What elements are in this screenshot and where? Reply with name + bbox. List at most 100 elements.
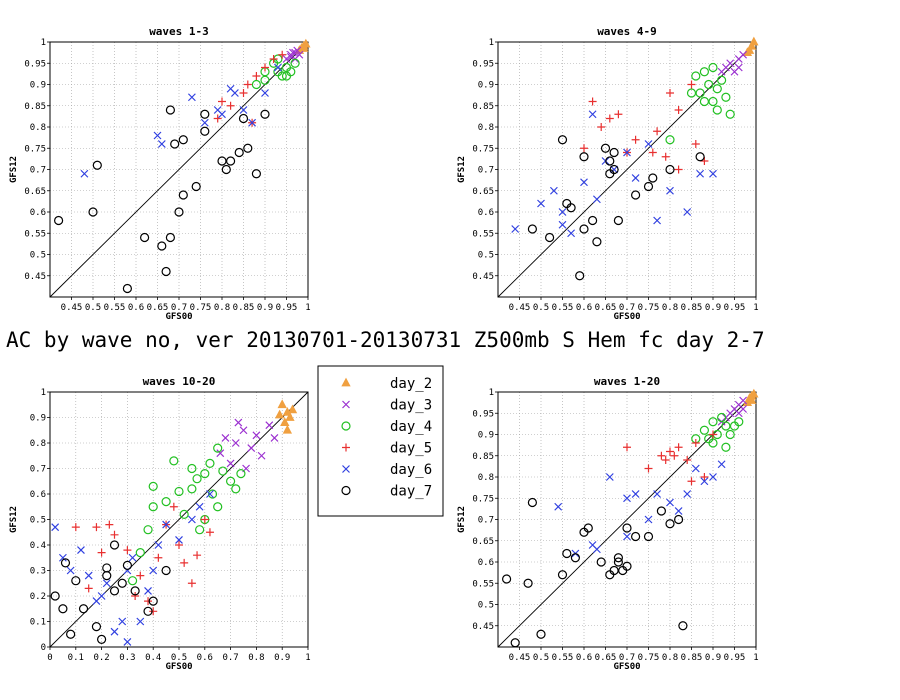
y-tick-label: 0.6 [30,208,46,218]
data-point [234,147,244,158]
data-point [174,486,184,497]
data-point [239,89,248,97]
data-point [191,181,201,192]
data-point [749,36,759,46]
data-point [118,617,127,626]
x-tick-label: 0.6 [576,653,592,663]
data-point [712,105,722,115]
series-day_4 [127,443,246,586]
data-point [631,174,640,182]
y-tick-label: 0.7 [30,166,46,176]
data-point [123,546,132,555]
series-day_7 [50,540,171,644]
y-tick-label: 0.85 [472,102,494,112]
data-point [260,75,270,85]
data-point [148,596,158,606]
x-tick-label: 0.9 [705,303,721,313]
data-point [648,148,657,157]
x-tick-label: 1 [753,653,758,663]
series-day_5 [623,430,717,486]
data-point [221,164,231,175]
data-point [71,576,81,586]
figure-title: AC by wave no, ver 20130701-20130731 Z50… [6,328,765,352]
data-point [687,80,696,89]
data-point [717,67,726,76]
legend: day_2 day_3 day_4 day_5 day_6 day_7 [317,365,444,517]
series-day_2 [742,388,759,407]
data-point [613,557,624,567]
data-point [527,497,538,508]
legend-marker [341,421,351,431]
data-point [605,114,614,123]
data-point [200,109,210,119]
data-point [91,621,102,632]
data-point [734,63,743,72]
y-tick-label: 1 [41,38,46,48]
y-tick-label: 0.7 [478,166,494,176]
y-tick-label: 0.3 [30,567,46,577]
data-point [127,576,138,586]
data-point [644,140,653,148]
data-point [597,123,606,131]
series-day_7 [527,135,705,281]
data-point [544,232,555,243]
data-point [178,135,188,145]
legend-item-day_2: day_2 [341,376,432,392]
data-point [734,417,744,427]
data-point [630,531,641,542]
data-point [110,530,119,539]
legend-label: day_6 [390,462,432,478]
data-point [269,55,278,63]
data-point [708,417,718,427]
series-day_2 [274,399,298,434]
legend-item-day_7: day_7 [341,484,432,500]
legend-item-day_3: day_3 [342,398,432,414]
series-day_7 [53,105,270,294]
data-point [80,169,89,178]
x-tick-label: 0.7 [619,303,635,313]
y-tick-label: 0.8 [478,473,494,483]
x-tick-label: 0.9 [257,303,273,313]
data-point [721,442,731,452]
data-point [243,80,252,89]
data-point [570,553,581,563]
data-point [592,195,601,204]
data-point [153,131,162,140]
data-point [295,50,304,59]
data-point [135,548,145,558]
data-point [277,399,287,409]
data-point [260,109,270,119]
data-point [699,67,710,77]
data-point [289,48,297,57]
data-point [739,50,748,59]
data-point [102,579,111,588]
data-point [665,519,675,529]
data-point [236,469,246,479]
data-point [725,429,735,440]
data-point [175,541,183,549]
data-point [140,232,150,243]
data-point [218,110,226,119]
data-point [630,190,641,200]
data-point [695,152,705,162]
x-tick-label: 0.6 [197,653,213,663]
data-point [683,490,692,498]
data-point [251,169,261,179]
data-point [187,515,196,524]
data-point [251,79,261,90]
x-tick-label: 0.95 [276,303,298,313]
data-point [700,473,709,481]
x-tick-label: 0.8 [662,303,678,313]
data-point [644,464,653,473]
x-tick-label: 0.85 [681,303,703,313]
data-point [666,186,674,195]
data-point [536,629,546,639]
y-tick-label: 0.8 [30,439,46,449]
data-point [51,523,60,532]
x-tick-label: 0.95 [724,653,746,663]
data-point [716,75,727,85]
data-point [192,474,202,484]
x-tick-label: 0.5 [85,303,101,313]
data-point [557,135,568,145]
legend-marker [341,377,351,387]
